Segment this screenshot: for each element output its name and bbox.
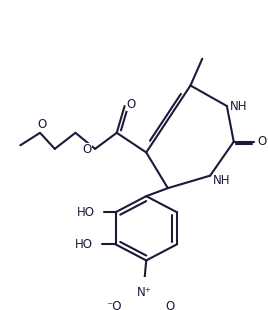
Text: NH: NH	[213, 175, 231, 188]
Text: NH: NH	[230, 100, 247, 113]
Text: N⁺: N⁺	[137, 286, 152, 299]
Text: O: O	[37, 118, 47, 131]
Text: O: O	[83, 143, 92, 156]
Text: O: O	[127, 98, 136, 111]
Text: O: O	[165, 300, 174, 310]
Text: O: O	[258, 135, 267, 148]
Text: ⁻O: ⁻O	[106, 300, 121, 310]
Text: HO: HO	[75, 238, 93, 251]
Text: HO: HO	[77, 206, 95, 219]
